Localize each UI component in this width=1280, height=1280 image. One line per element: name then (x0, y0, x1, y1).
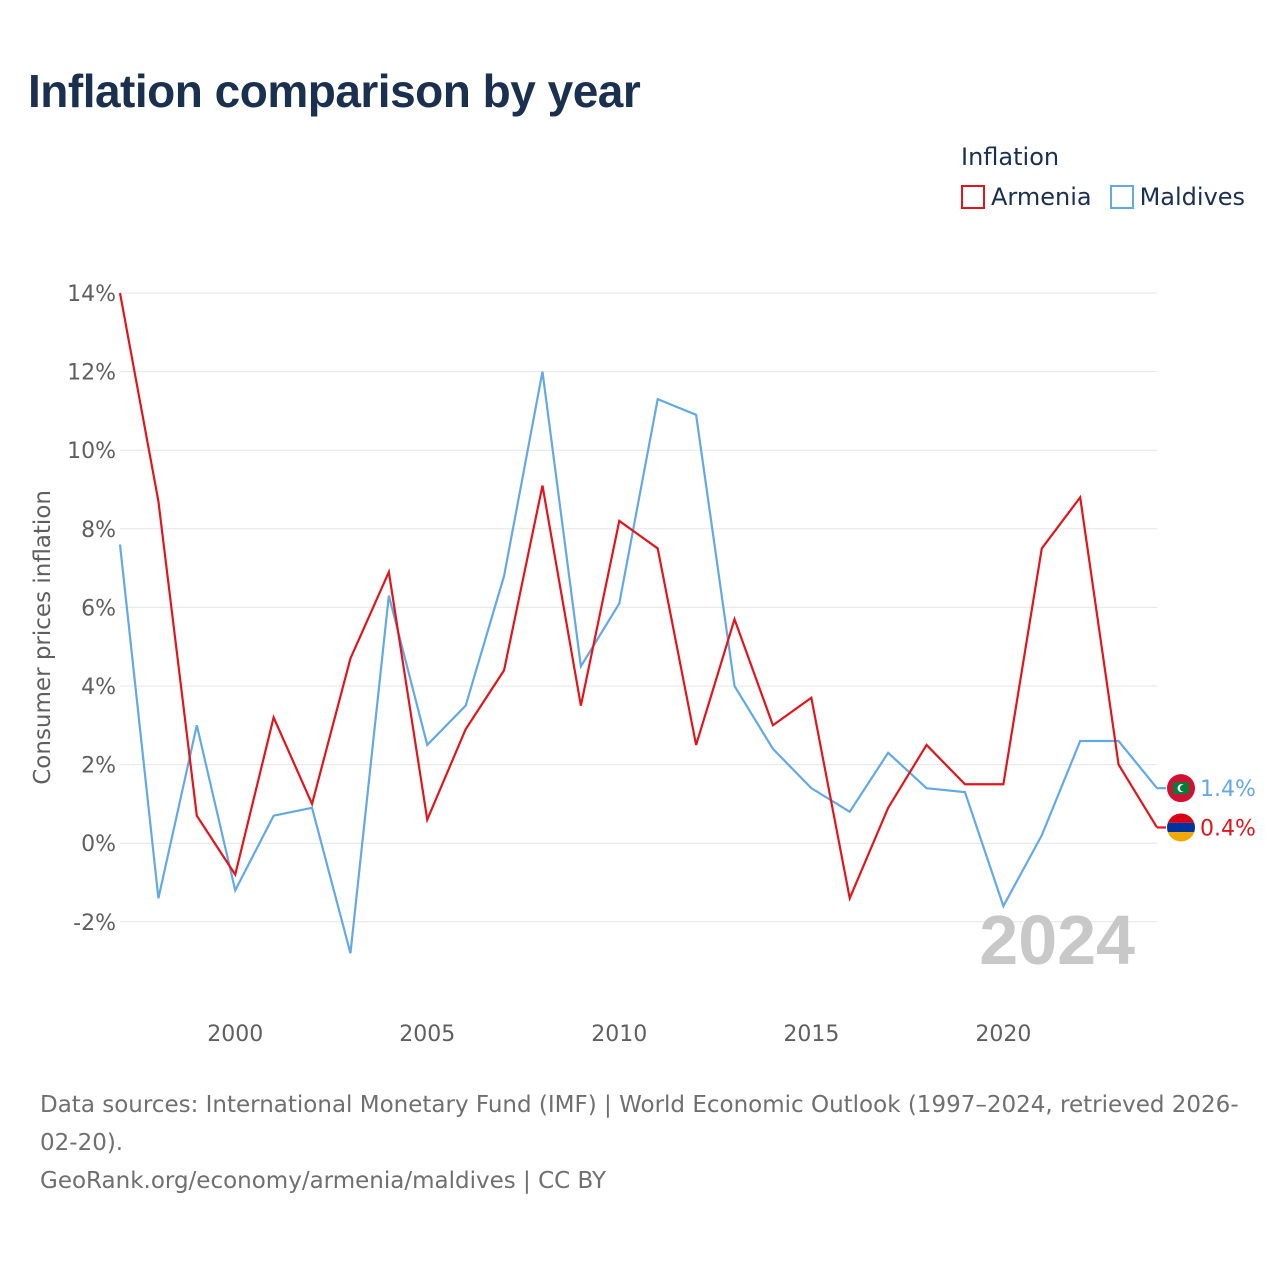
armenia-flag-icon (1167, 813, 1195, 842)
y-tick-label: -2% (73, 911, 116, 936)
x-tick-label: 2010 (591, 1022, 647, 1047)
legend-item-maldives[interactable]: Maldives (1109, 183, 1246, 211)
y-tick-label: 6% (81, 596, 116, 621)
x-tick-label: 2005 (399, 1022, 455, 1047)
flag-stripes (1167, 813, 1195, 842)
end-value-label: 0.4% (1200, 816, 1256, 841)
y-tick-label: 2% (81, 754, 116, 779)
attribution-text: GeoRank.org/economy/armenia/maldives | C… (40, 1168, 607, 1194)
source-text: Data sources: International Monetary Fun… (40, 1092, 1239, 1156)
end-value-label: 1.4% (1200, 777, 1256, 802)
flag-crescent-inner (1179, 784, 1187, 792)
y-tick-label: 0% (81, 832, 116, 857)
y-tick-label: 14% (67, 282, 116, 307)
year-watermark: 2024 (979, 901, 1135, 979)
legend-item-armenia[interactable]: Armenia (961, 183, 1092, 211)
x-tick-label: 2015 (783, 1022, 839, 1047)
legend-swatch-maldives (1109, 185, 1134, 209)
legend-label-armenia: Armenia (991, 183, 1092, 211)
maldives-flag-icon (1167, 774, 1195, 803)
legend-title: Inflation (961, 143, 1060, 171)
x-tick-label: 2020 (975, 1022, 1031, 1047)
chart-title: Inflation comparison by year (28, 65, 641, 117)
flag-stripe-blue (1167, 822, 1195, 833)
y-tick-label: 10% (67, 439, 116, 464)
legend: Inflation Armenia Maldives (961, 143, 1245, 211)
y-tick-label: 4% (81, 675, 116, 700)
y-tick-label: 8% (81, 518, 116, 543)
flag-stripe-red (1167, 813, 1195, 823)
series-line-maldives (118, 371, 1158, 954)
flag-stripe-orange (1167, 832, 1195, 842)
x-tick-label: 2000 (207, 1022, 263, 1047)
source-note: Data sources: International Monetary Fun… (40, 1086, 1250, 1200)
line-chart: -2% 0% 2% 4% 6% 8% 10% 12% 14% 2000 2005 2010 2015 20… (30, 282, 1256, 1047)
y-tick-label: 12% (67, 361, 116, 386)
legend-label-maldives: Maldives (1139, 183, 1246, 211)
y-axis-label: Consumer prices inflation (30, 490, 56, 785)
series-line-armenia (118, 292, 1158, 902)
legend-swatch-armenia (961, 185, 985, 209)
